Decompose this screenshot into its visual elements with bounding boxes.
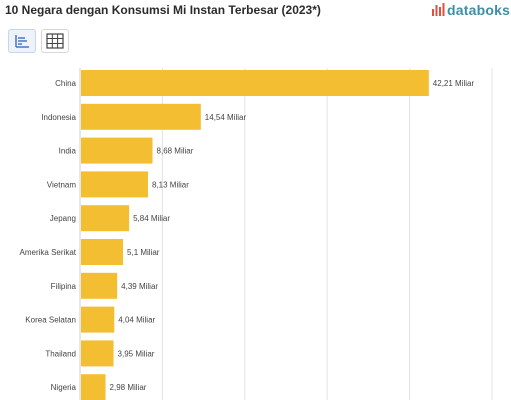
view-toolbar xyxy=(8,29,74,53)
category-label: Indonesia xyxy=(41,113,76,122)
category-label: Thailand xyxy=(45,349,76,358)
value-label: 8,68 Miliar xyxy=(157,147,194,156)
value-label: 2,98 Miliar xyxy=(110,383,147,392)
category-label: Filipina xyxy=(51,282,77,291)
chart-view-button[interactable] xyxy=(8,29,36,53)
value-label: 3,95 Miliar xyxy=(118,349,155,358)
category-label: Jepang xyxy=(50,214,76,223)
brand-name: databoks xyxy=(447,2,511,18)
brand-logo[interactable]: databoks xyxy=(431,2,510,18)
value-label: 8,13 Miliar xyxy=(152,180,189,189)
category-label: China xyxy=(55,79,76,88)
value-label: 5,1 Miliar xyxy=(127,248,160,257)
category-label: Vietnam xyxy=(47,180,77,189)
bar-indonesia[interactable] xyxy=(81,103,201,130)
bar-india[interactable] xyxy=(81,137,153,164)
bar-korea-selatan[interactable] xyxy=(81,306,115,333)
bar-thailand[interactable] xyxy=(81,340,114,367)
category-label: Korea Selatan xyxy=(25,316,76,325)
table-view-button[interactable] xyxy=(41,29,69,53)
bar-filipina[interactable] xyxy=(81,272,118,299)
category-label: Nigeria xyxy=(51,383,77,392)
bar-amerika-serikat[interactable] xyxy=(81,239,124,265)
value-label: 4,39 Miliar xyxy=(121,282,158,291)
value-label: 4,04 Miliar xyxy=(118,316,155,325)
bar-chart-icon xyxy=(15,35,29,48)
databoks-logo-icon xyxy=(432,3,445,16)
bar-nigeria[interactable] xyxy=(81,374,106,400)
bar-jepang[interactable] xyxy=(81,205,130,232)
bar-china[interactable] xyxy=(81,70,429,96)
category-label: India xyxy=(59,147,77,156)
bar-vietnam[interactable] xyxy=(81,171,148,198)
chart-title: 10 Negara dengan Konsumsi Mi Instan Terb… xyxy=(5,3,321,17)
value-label: 42,21 Miliar xyxy=(433,79,475,88)
value-label: 5,84 Miliar xyxy=(133,214,170,223)
value-label: 14,54 Miliar xyxy=(205,113,247,122)
category-label: Amerika Serikat xyxy=(20,248,77,257)
table-grid-icon xyxy=(46,33,64,49)
